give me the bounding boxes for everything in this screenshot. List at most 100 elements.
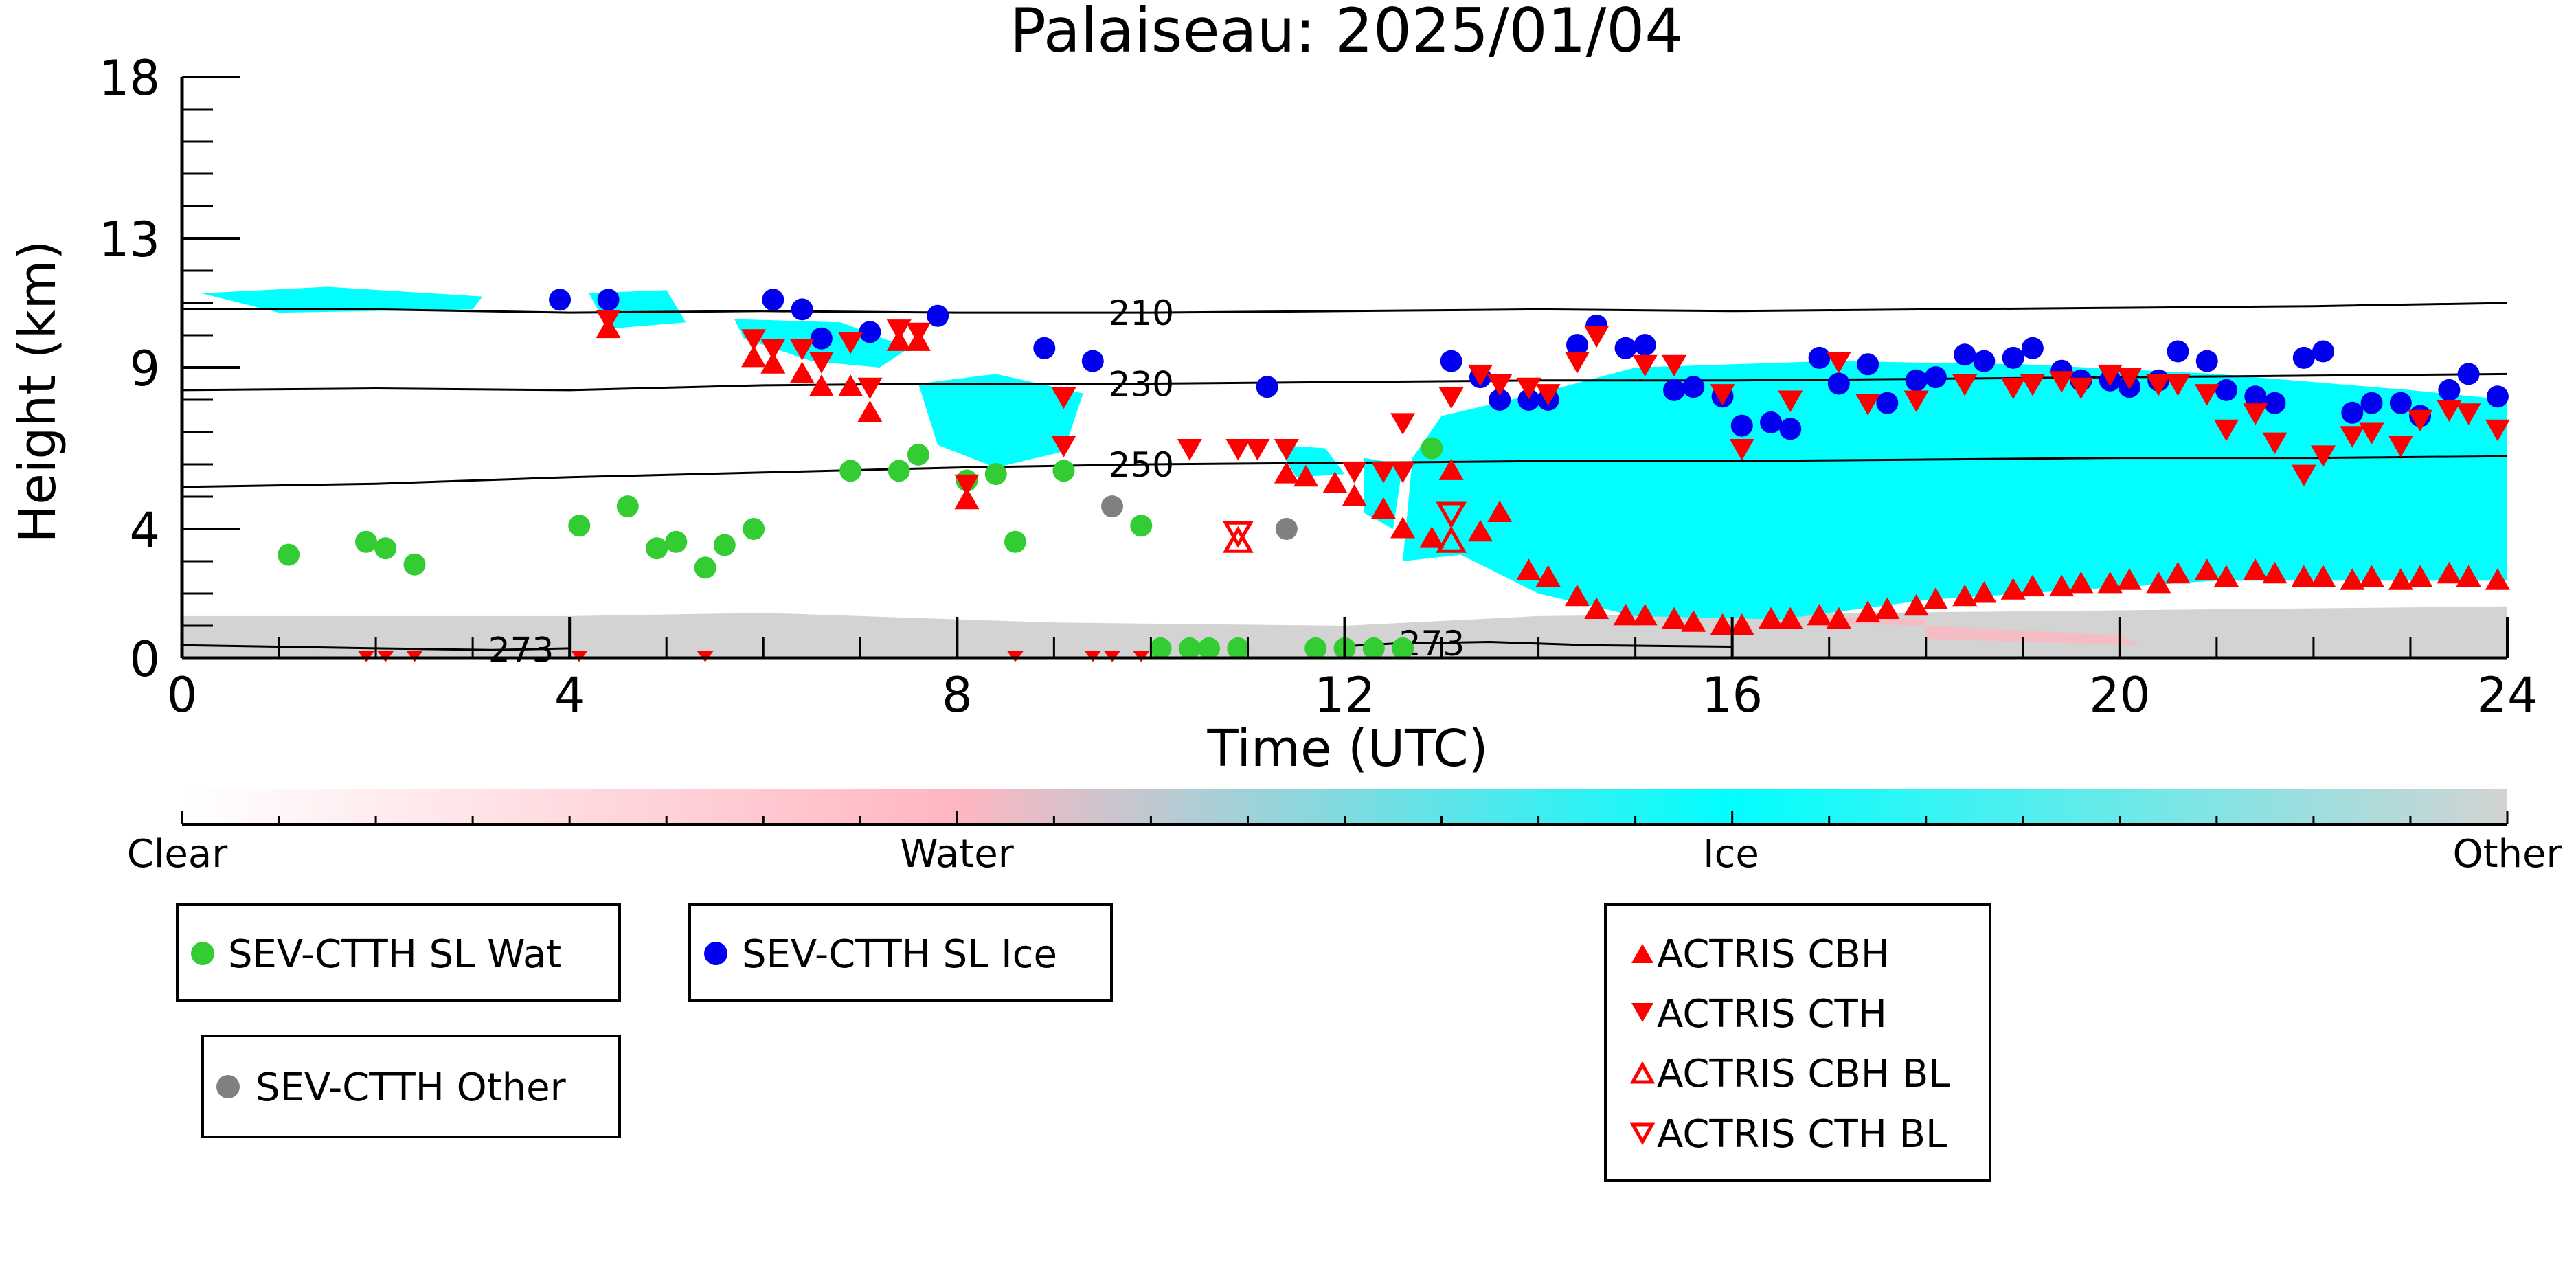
data-point [1467, 364, 1493, 387]
data-point [888, 460, 910, 482]
axes: 0 4 9 13 18 0 4 8 12 16 20 24 [99, 50, 2538, 723]
data-point [549, 289, 572, 311]
data-point [2340, 426, 2365, 448]
data-point [1924, 366, 1947, 389]
x-tick-label: 12 [1314, 667, 1375, 723]
colorbar: Clear Water Ice Other [127, 789, 2562, 877]
data-point [2243, 403, 2268, 425]
y-tick-label: 13 [99, 212, 160, 268]
data-point [789, 339, 815, 361]
data-point [1304, 637, 1327, 659]
legend-cbh-label: ACTRIS CBH [1657, 932, 1890, 977]
data-point [857, 377, 883, 400]
data-point [2020, 574, 2045, 597]
data-point [984, 463, 1007, 486]
series-actris-cth-bl [1223, 501, 1467, 548]
series-actris-cbh [596, 316, 2510, 635]
data-point [1827, 372, 1850, 395]
cloud-curtain [182, 286, 2507, 658]
data-point [1952, 584, 1978, 607]
contour-label-230: 230 [1109, 365, 1174, 405]
data-point [743, 518, 765, 540]
data-point [1322, 471, 1348, 493]
data-point [1516, 377, 1541, 400]
data-point [2165, 561, 2191, 584]
data-point [2485, 568, 2510, 590]
data-point [1245, 439, 1270, 461]
data-point [1759, 607, 1784, 629]
data-point [2486, 385, 2509, 408]
data-point [1584, 326, 1609, 348]
legend-ice-label: SEV-CTTH SL Ice [742, 932, 1057, 977]
data-point [1826, 352, 1851, 374]
data-point [568, 515, 591, 537]
data-point [2146, 374, 2171, 396]
data-point [2408, 409, 2433, 432]
data-point [1632, 603, 1658, 626]
data-point [2068, 571, 2094, 594]
curtain-region-ice [1364, 457, 1403, 529]
data-point [1857, 353, 1879, 376]
data-point [1177, 439, 1202, 461]
marker-layer [278, 289, 2510, 662]
data-point [2194, 558, 2219, 580]
data-point [1051, 436, 1076, 457]
data-point [1051, 387, 1076, 409]
colorbar-ticks [181, 811, 2509, 824]
data-point [954, 487, 980, 510]
data-point [1489, 389, 1511, 411]
data-point [2068, 377, 2094, 400]
data-point [1614, 337, 1637, 359]
legend-cth-bl-label: ACTRIS CTH BL [1657, 1112, 1947, 1157]
data-point [760, 352, 786, 374]
x-tick-label: 8 [942, 667, 973, 723]
data-point [2291, 464, 2316, 487]
data-point [1565, 352, 1590, 374]
data-point [839, 460, 862, 482]
data-point [2389, 392, 2412, 414]
data-point [2262, 561, 2287, 584]
data-point [2244, 385, 2267, 408]
data-point [2311, 565, 2336, 587]
data-point [1390, 413, 1416, 435]
data-point [2263, 392, 2286, 414]
chart-title: Palaiseau: 2025/01/04 [1010, 0, 1683, 66]
x-tick-label: 24 [2476, 667, 2538, 723]
data-point [741, 329, 767, 351]
data-point [2456, 403, 2481, 425]
legends: SEV-CTTH SL Wat SEV-CTTH SL Ice SEV-CTTH… [176, 903, 1991, 1182]
data-point [1535, 384, 1561, 406]
data-point [2097, 364, 2123, 387]
curtain-region-ice [201, 286, 483, 313]
data-point [2388, 436, 2413, 457]
data-point [1081, 350, 1104, 372]
data-point [1876, 392, 1899, 414]
data-point [810, 327, 833, 350]
data-point [354, 530, 377, 553]
legend-cth-marker [1631, 1003, 1653, 1022]
data-point [809, 352, 834, 374]
data-point [1516, 558, 1541, 580]
data-point [762, 289, 784, 311]
data-point [1613, 603, 1638, 626]
legend-wat-marker [191, 942, 214, 965]
data-point [1634, 334, 1656, 357]
contour-label-250: 250 [1109, 445, 1174, 485]
data-point [2213, 565, 2239, 587]
data-point [2291, 565, 2316, 587]
legend-box-wat: SEV-CTTH SL Wat [176, 903, 621, 1002]
data-point [713, 534, 736, 556]
data-point [954, 474, 980, 497]
data-point [791, 298, 813, 321]
data-point [2485, 419, 2510, 442]
data-point [1052, 460, 1075, 482]
legend-cbh-bl-label: ACTRIS CBH BL [1657, 1052, 1950, 1096]
data-point [2021, 337, 2044, 359]
data-point [2437, 561, 2462, 584]
data-point [1390, 461, 1416, 484]
data-point [2262, 432, 2287, 455]
data-point [278, 543, 300, 566]
data-point [1275, 518, 1298, 540]
data-point [1438, 458, 1464, 480]
data-point [1419, 526, 1445, 548]
